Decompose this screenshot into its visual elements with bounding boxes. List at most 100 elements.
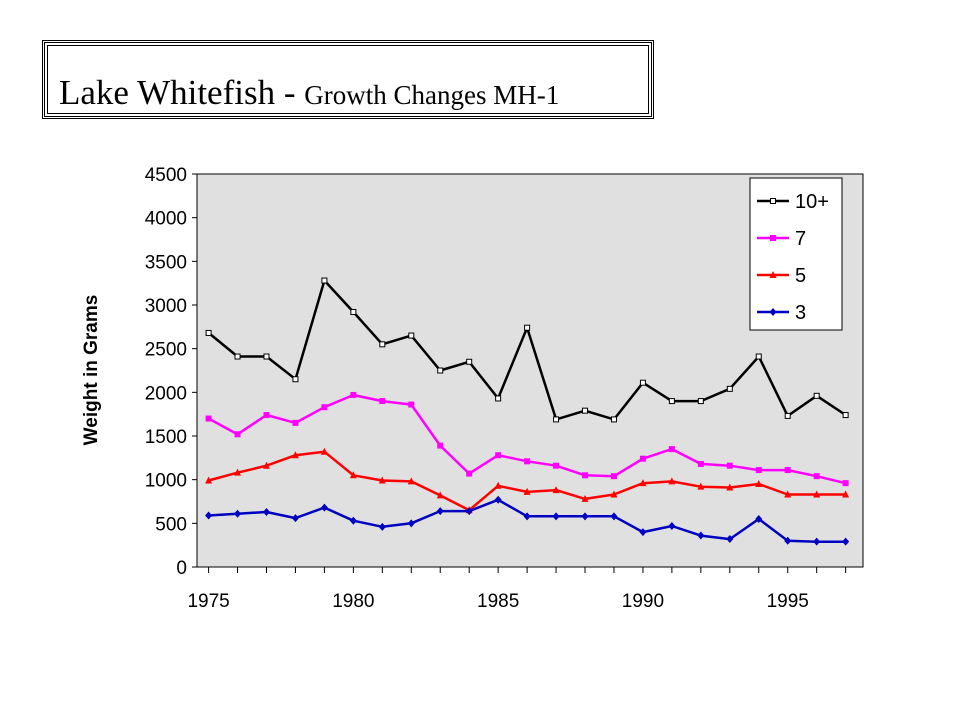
- data-point: [234, 431, 241, 438]
- data-point: [668, 477, 676, 485]
- data-point: [205, 329, 212, 336]
- y-tick-label: 1000: [145, 471, 187, 492]
- data-point: [291, 451, 299, 459]
- data-point: [291, 514, 299, 523]
- data-point: [408, 332, 415, 339]
- legend-item: 10+: [757, 191, 829, 213]
- data-point: [379, 398, 386, 405]
- data-point: [726, 483, 734, 491]
- y-tick-label: 4500: [145, 165, 187, 186]
- data-point: [697, 398, 704, 405]
- data-point: [755, 514, 763, 523]
- legend-marker: [769, 308, 777, 316]
- data-point: [495, 452, 502, 459]
- data-point: [842, 490, 850, 498]
- data-point: [755, 353, 762, 360]
- data-point: [784, 467, 791, 474]
- data-point: [436, 491, 444, 499]
- data-point: [349, 516, 357, 525]
- data-point: [292, 376, 299, 383]
- data-point: [436, 507, 444, 516]
- data-point: [437, 367, 444, 374]
- data-point: [726, 385, 733, 392]
- data-point: [813, 490, 821, 498]
- data-point: [697, 482, 705, 490]
- data-point: [610, 473, 617, 480]
- y-tick-label: 500: [155, 514, 187, 535]
- data-point: [494, 495, 502, 504]
- data-point: [842, 537, 850, 546]
- data-point: [408, 401, 415, 408]
- series-7: [205, 391, 849, 487]
- legend-marker: [770, 198, 776, 204]
- data-point: [234, 509, 242, 518]
- series-10+: [205, 277, 849, 423]
- data-point: [582, 472, 589, 479]
- y-tick-label: 2500: [145, 340, 187, 361]
- data-point: [697, 460, 704, 467]
- data-point: [668, 398, 675, 405]
- data-point: [437, 442, 444, 449]
- data-point: [639, 528, 647, 537]
- y-tick-label: 1500: [145, 427, 187, 448]
- data-point: [523, 512, 531, 521]
- series-5: [205, 447, 850, 514]
- data-point: [292, 419, 299, 426]
- data-point: [263, 353, 270, 360]
- data-point: [582, 407, 589, 414]
- data-point: [581, 512, 589, 521]
- data-point: [552, 512, 560, 521]
- data-point: [813, 473, 820, 480]
- y-axis: 0 500 1000 1500 2000 2500 3000 3500 4000 4500: [145, 165, 197, 579]
- data-point: [726, 535, 734, 544]
- x-tick-label: 1995: [767, 591, 809, 612]
- data-point: [610, 416, 617, 423]
- legend-item: 7: [757, 228, 806, 250]
- data-point: [726, 462, 733, 469]
- data-point: [784, 490, 792, 498]
- data-point: [639, 455, 646, 462]
- data-point: [378, 476, 386, 484]
- data-point: [494, 481, 502, 489]
- data-point: [407, 519, 415, 528]
- data-point: [639, 379, 646, 386]
- legend-item: 5: [757, 265, 806, 287]
- data-point: [320, 447, 328, 455]
- y-tick-label: 4000: [145, 209, 187, 230]
- data-point: [349, 471, 357, 479]
- x-tick-label: 1980: [332, 591, 374, 612]
- y-axis-label: Weight in Grams: [81, 295, 102, 446]
- x-tick-label: 1990: [622, 591, 664, 612]
- data-point: [553, 462, 560, 469]
- x-tick-label: 1985: [477, 591, 519, 612]
- data-point: [813, 537, 821, 546]
- data-point: [552, 486, 560, 494]
- data-point: [320, 503, 328, 512]
- data-point: [466, 470, 473, 477]
- y-tick-label: 3000: [145, 296, 187, 317]
- data-point: [263, 412, 270, 419]
- data-point: [842, 412, 849, 419]
- y-tick-label: 0: [176, 558, 187, 579]
- data-point: [350, 391, 357, 398]
- chart-title-sub: Growth Changes MH-1: [304, 80, 560, 110]
- data-point: [524, 458, 531, 465]
- data-point: [407, 477, 415, 485]
- data-point: [234, 468, 242, 476]
- legend-item: 3: [757, 302, 806, 324]
- x-axis: 1975 1980 1985 1990 1995: [187, 567, 847, 612]
- data-point: [842, 480, 849, 487]
- y-tick-label: 2000: [145, 383, 187, 404]
- data-point: [755, 467, 762, 474]
- data-point: [234, 353, 241, 360]
- data-point: [205, 476, 213, 484]
- legend-marker: [769, 271, 777, 278]
- data-point: [581, 494, 589, 502]
- data-point: [668, 446, 675, 453]
- data-point: [610, 490, 618, 498]
- legend-box: [749, 177, 843, 331]
- title-box: Lake Whitefish - Growth Changes MH-1: [42, 40, 654, 119]
- chart-title-main: Lake Whitefish -: [59, 73, 305, 112]
- legend-label: 10+: [795, 191, 829, 213]
